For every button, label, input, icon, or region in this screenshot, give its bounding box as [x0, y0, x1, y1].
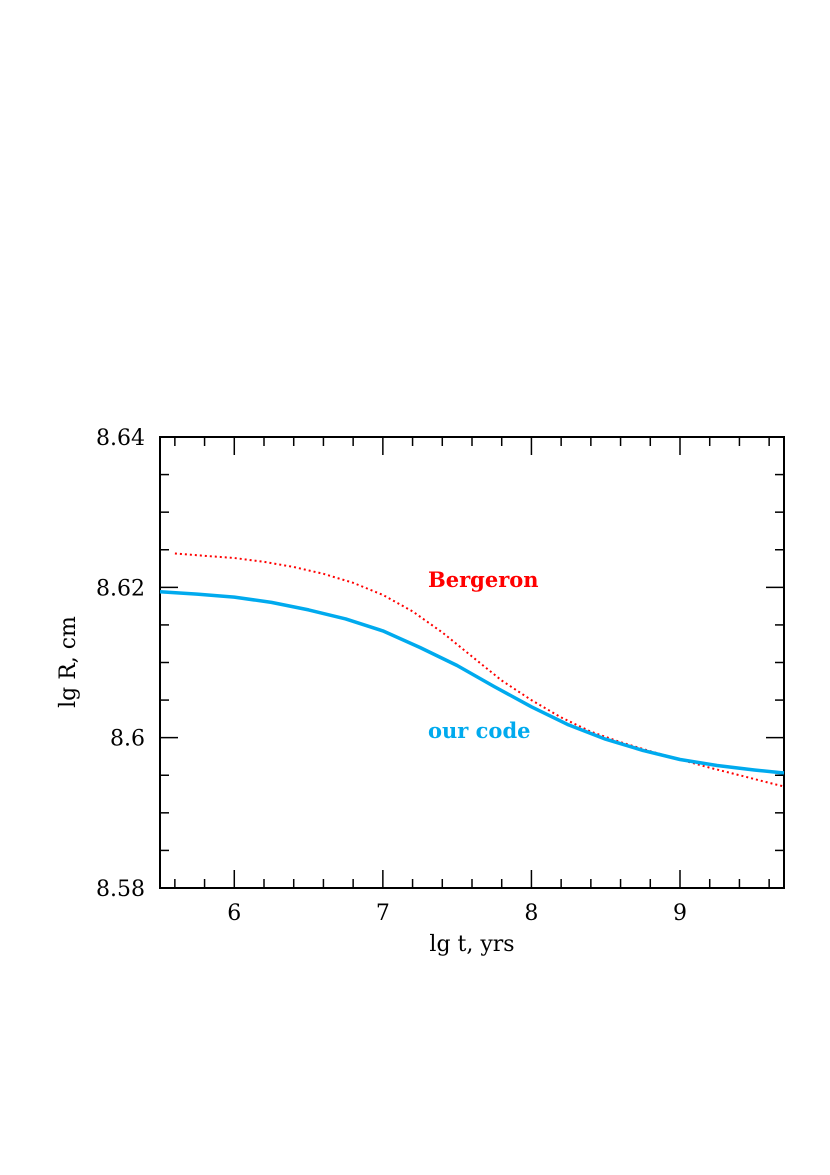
ticks-group: 6 7 8 9 8.58 8.6 8.62 8.64	[96, 426, 784, 926]
plot-area	[159, 436, 785, 889]
series-line-our-code	[159, 590, 785, 775]
plot-frame	[159, 436, 785, 889]
x-axis-title: lg t, yrs	[429, 932, 514, 957]
series-label-bergeron: Bergeron	[428, 567, 539, 592]
x-tick-label: 6	[227, 901, 241, 926]
series-group	[159, 552, 785, 788]
x-tick-label: 8	[524, 901, 538, 926]
y-tick-label: 8.62	[96, 576, 145, 601]
series-label-our-code: our code	[428, 718, 531, 743]
x-tick-label: 9	[673, 901, 687, 926]
y-tick-label: 8.6	[110, 727, 145, 752]
y-tick-label: 8.58	[96, 877, 145, 902]
y-tick-label: 8.64	[96, 426, 145, 451]
y-axis-title: lg R, cm	[56, 616, 81, 708]
x-tick-label: 7	[376, 901, 390, 926]
